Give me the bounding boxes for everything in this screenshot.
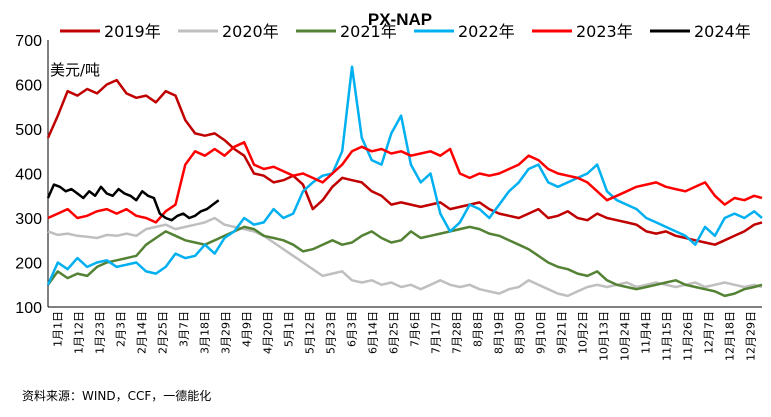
x-tick-label: 7月17日 xyxy=(430,311,443,354)
legend-label: 2021年 xyxy=(340,22,397,41)
y-tick-label: 200 xyxy=(15,256,42,273)
x-tick-label: 6月3日 xyxy=(346,311,359,347)
y-tick-label: 700 xyxy=(15,33,42,50)
x-tick-label: 3月29日 xyxy=(220,311,233,354)
y-tick-label: 500 xyxy=(15,122,42,139)
x-tick-label: 12月29日 xyxy=(745,311,758,361)
series-line-2019年 xyxy=(46,78,763,246)
x-tick-label: 1月1日 xyxy=(52,311,65,347)
x-tick-label: 2月25日 xyxy=(157,311,170,354)
x-tick-label: 1月23日 xyxy=(94,311,107,354)
y-tick-label: 600 xyxy=(15,78,42,95)
x-tick-label: 8月19日 xyxy=(493,311,506,354)
series-line-2020年 xyxy=(47,216,763,298)
x-tick-label: 6月25日 xyxy=(388,311,401,354)
legend-label: 2019年 xyxy=(104,22,161,41)
series-lines xyxy=(46,65,763,298)
source-note: 资料来源：WIND，CCF，一德能化 xyxy=(22,388,211,403)
x-tick-label: 7月28日 xyxy=(451,311,464,354)
x-tick-label: 2月14日 xyxy=(136,311,149,354)
x-tick-label: 7月6日 xyxy=(409,311,422,347)
x-tick-label: 10月2日 xyxy=(577,311,590,354)
legend-label: 2024年 xyxy=(694,22,751,41)
x-tick-label: 11月15日 xyxy=(661,311,674,361)
x-tick-label: 1月12日 xyxy=(73,311,86,354)
legend: 2019年 2020年 2021年 2022年 2023年 2024年 xyxy=(60,22,751,41)
x-tick-label: 5月1日 xyxy=(283,311,296,347)
x-tick-label: 8月8日 xyxy=(472,311,485,347)
x-tick-label: 9月21日 xyxy=(556,311,569,354)
x-tick-label: 11月26日 xyxy=(682,311,695,361)
x-tick-label: 2月3日 xyxy=(115,311,128,347)
x-tick-label: 4月9日 xyxy=(241,311,254,347)
series-line-2022年 xyxy=(46,65,763,286)
series-line-2024年 xyxy=(46,183,220,222)
x-tick-label: 3月18日 xyxy=(199,311,212,354)
x-tick-label: 12月7日 xyxy=(703,311,716,354)
x-tick-label: 4月20日 xyxy=(262,311,275,354)
y-tick-label: 100 xyxy=(15,300,42,317)
x-tick-label: 12月18日 xyxy=(724,311,737,361)
x-tick-label: 6月14日 xyxy=(367,311,380,354)
x-tick-label: 5月23日 xyxy=(325,311,338,354)
x-axis: 1月1日 1月12日 1月23日 2月3日 2月14日 2月25日 3月7日 3月18日 3月2… xyxy=(52,311,758,361)
y-tick-label: 400 xyxy=(15,167,42,184)
x-tick-label: 11月4日 xyxy=(640,311,653,354)
unit-label: 美元/吨 xyxy=(50,61,100,79)
legend-label: 2022年 xyxy=(458,22,515,41)
series-line-2023年 xyxy=(47,141,763,224)
legend-label: 2023年 xyxy=(576,22,633,41)
chart-title: PX-NAP xyxy=(368,10,432,29)
x-tick-label: 10月13日 xyxy=(598,311,611,361)
x-tick-label: 9月10日 xyxy=(535,311,548,354)
y-axis: 100 200 300 400 500 600 700 xyxy=(15,33,42,317)
x-tick-label: 3月7日 xyxy=(178,311,191,347)
y-tick-label: 300 xyxy=(15,211,42,228)
x-tick-label: 5月12日 xyxy=(304,311,317,354)
series-line-2021年 xyxy=(46,225,763,298)
x-tick-label: 10月24日 xyxy=(619,311,632,361)
x-tick-label: 8月30日 xyxy=(514,311,527,354)
legend-label: 2020年 xyxy=(222,22,279,41)
